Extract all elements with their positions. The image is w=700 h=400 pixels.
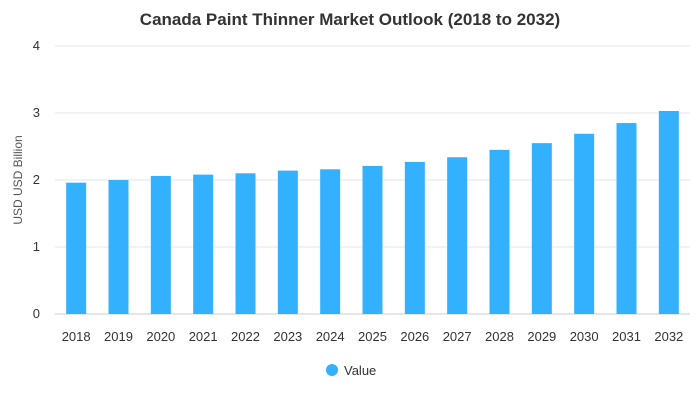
legend-label: Value — [344, 363, 376, 378]
bar-2032[interactable] — [658, 110, 679, 315]
x-axis-ticks: 2018 2019 2020 2021 2022 2023 2024 2025 2026 2027… — [62, 329, 684, 344]
y-tick-label: 3 — [33, 105, 40, 120]
x-tick-label: 2025 — [358, 329, 387, 344]
x-tick-label: 2030 — [570, 329, 599, 344]
bar-2026[interactable] — [404, 161, 425, 314]
x-tick-label: 2032 — [654, 329, 683, 344]
bar-2020[interactable] — [150, 175, 171, 314]
x-tick-label: 2021 — [189, 329, 218, 344]
x-tick-label: 2027 — [443, 329, 472, 344]
x-tick-label: 2023 — [273, 329, 302, 344]
x-tick-label: 2020 — [146, 329, 175, 344]
chart-title: Canada Paint Thinner Market Outlook (201… — [140, 10, 560, 29]
x-tick-label: 2018 — [62, 329, 91, 344]
y-tick-label: 1 — [33, 239, 40, 254]
bar-2027[interactable] — [447, 157, 468, 314]
bar-2028[interactable] — [489, 149, 510, 314]
x-tick-label: 2031 — [612, 329, 641, 344]
y-tick-label: 0 — [33, 306, 40, 321]
y-tick-label: 2 — [33, 172, 40, 187]
bar-2031[interactable] — [616, 123, 637, 314]
bar-2021[interactable] — [193, 174, 214, 314]
x-tick-label: 2029 — [527, 329, 556, 344]
x-tick-label: 2026 — [400, 329, 429, 344]
y-axis-ticks: 0 1 2 3 4 — [33, 38, 40, 321]
bars — [66, 110, 679, 315]
legend[interactable]: Value — [326, 363, 376, 378]
x-tick-label: 2028 — [485, 329, 514, 344]
bar-2022[interactable] — [235, 173, 256, 314]
bar-2023[interactable] — [277, 170, 298, 314]
bar-2029[interactable] — [531, 143, 552, 314]
bar-2025[interactable] — [362, 165, 383, 314]
y-axis-title: USD USD Billion — [11, 135, 25, 224]
bar-2030[interactable] — [574, 133, 595, 314]
legend-marker — [326, 364, 338, 376]
x-tick-label: 2019 — [104, 329, 133, 344]
x-tick-label: 2024 — [316, 329, 345, 344]
bar-2018[interactable] — [66, 182, 87, 314]
bar-2024[interactable] — [320, 169, 341, 314]
bar-2019[interactable] — [108, 180, 129, 314]
x-tick-label: 2022 — [231, 329, 260, 344]
y-tick-label: 4 — [33, 38, 40, 53]
